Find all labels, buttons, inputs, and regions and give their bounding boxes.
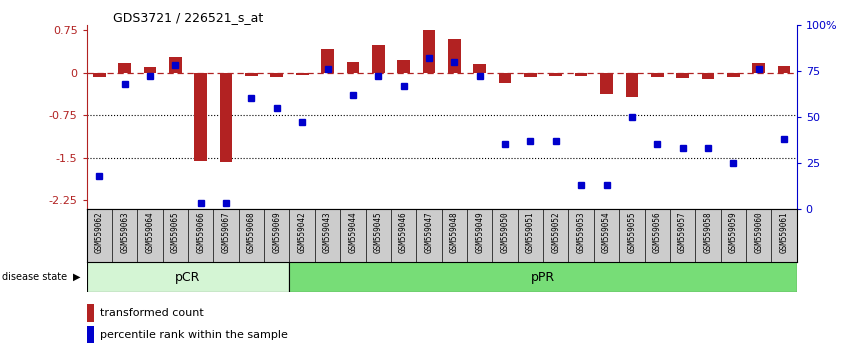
Text: GSM559066: GSM559066 [197,211,205,253]
Text: GSM559062: GSM559062 [94,211,104,253]
Bar [93,73,106,77]
Bar [549,73,562,76]
Text: GSM559063: GSM559063 [120,211,129,253]
Text: GSM559052: GSM559052 [552,211,560,253]
Bar [651,73,663,78]
Bar [701,73,714,79]
Text: GSM559060: GSM559060 [754,211,763,253]
Bar [245,73,258,76]
Text: GSM559056: GSM559056 [653,211,662,253]
Bar [625,73,638,97]
Text: GSM559048: GSM559048 [449,211,459,253]
Bar [372,45,385,73]
Text: GSM559058: GSM559058 [703,211,713,253]
Bar [778,66,791,73]
Bar [169,57,182,73]
Bar [220,73,232,162]
Text: ▶: ▶ [73,272,81,282]
Text: transformed count: transformed count [100,308,204,318]
Bar [524,73,537,78]
Text: GSM559053: GSM559053 [577,211,585,253]
Bar [423,30,436,73]
Text: GSM559059: GSM559059 [729,211,738,253]
Text: pCR: pCR [175,270,201,284]
Text: percentile rank within the sample: percentile rank within the sample [100,330,288,339]
Text: GSM559046: GSM559046 [399,211,408,253]
Text: GSM559068: GSM559068 [247,211,256,253]
Text: GSM559051: GSM559051 [526,211,535,253]
Bar [397,61,410,73]
Bar [727,73,740,78]
Text: GSM559055: GSM559055 [627,211,637,253]
Text: GSM559043: GSM559043 [323,211,332,253]
Bar [676,73,689,78]
Text: GSM559050: GSM559050 [501,211,509,253]
Bar [600,73,613,95]
Bar [448,39,461,73]
Bar [194,73,207,161]
Bar [296,73,308,75]
Bar [321,49,334,73]
Bar [87,262,289,292]
Text: GSM559049: GSM559049 [475,211,484,253]
Text: GSM559069: GSM559069 [272,211,281,253]
Text: GSM559054: GSM559054 [602,211,611,253]
Text: GSM559045: GSM559045 [374,211,383,253]
Text: disease state: disease state [2,272,67,282]
Text: pPR: pPR [531,270,555,284]
Text: GSM559042: GSM559042 [298,211,307,253]
Text: GSM559067: GSM559067 [222,211,230,253]
Text: GDS3721 / 226521_s_at: GDS3721 / 226521_s_at [113,11,262,24]
Text: GSM559061: GSM559061 [779,211,789,253]
Bar [289,262,797,292]
Bar [144,67,157,73]
Text: GSM559057: GSM559057 [678,211,687,253]
Bar [270,73,283,77]
Text: GSM559065: GSM559065 [171,211,180,253]
Text: GSM559064: GSM559064 [145,211,154,253]
Bar [474,64,486,73]
Text: GSM559047: GSM559047 [424,211,434,253]
Text: GSM559044: GSM559044 [348,211,358,253]
Bar [753,63,765,73]
Bar [119,63,131,73]
Bar [499,73,512,83]
Bar [346,62,359,73]
Bar [575,73,587,76]
